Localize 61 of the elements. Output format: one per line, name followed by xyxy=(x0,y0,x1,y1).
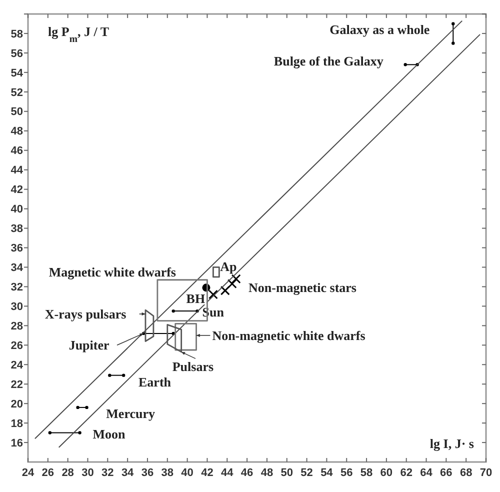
y-tick-label: 30 xyxy=(10,301,23,314)
x-tick-label: 26 xyxy=(42,467,54,479)
x-tick-label: 68 xyxy=(460,467,472,479)
x-tick-label: 60 xyxy=(380,467,393,479)
series-label: Moon xyxy=(92,426,126,442)
x-axis-title: lg I, J· s xyxy=(430,436,474,451)
y-axis-title: lg P$_{m}$, J / T xyxy=(48,24,110,44)
x-tick-label: 24 xyxy=(22,467,35,479)
series-label: Galaxy as a whole xyxy=(330,22,430,38)
x-tick-label: 66 xyxy=(440,467,452,479)
y-tick-label: 48 xyxy=(10,126,23,138)
y-tick-label: 20 xyxy=(10,398,23,410)
x-tick-label: 30 xyxy=(82,467,94,479)
x-tick-label: 42 xyxy=(201,467,214,479)
y-tick-label: 32 xyxy=(10,282,23,294)
x-tick-label: 62 xyxy=(400,467,412,479)
x-tick-label: 56 xyxy=(340,467,353,479)
series-label: Earth xyxy=(138,374,172,390)
y-tick-label: 34 xyxy=(10,262,24,274)
x-tick-label: 46 xyxy=(240,467,254,479)
series-label: Mercury xyxy=(106,406,156,421)
annotation: Ap xyxy=(220,258,237,274)
y-tick-label: 24 xyxy=(10,359,24,372)
y-tick-label: 22 xyxy=(10,378,23,391)
x-tick-label: 28 xyxy=(62,467,74,479)
x-tick-label: 32 xyxy=(102,467,114,479)
x-tick-label: 34 xyxy=(121,467,135,479)
x-tick-label: 40 xyxy=(181,467,194,479)
y-tick-label: 58 xyxy=(10,28,23,40)
x-tick-label: 44 xyxy=(221,467,234,479)
y-tick-label: 28 xyxy=(10,320,23,332)
y-tick-label: 26 xyxy=(10,340,23,352)
series-label: Bulge of the Galaxy xyxy=(274,53,384,68)
x-tick-label: 70 xyxy=(480,467,492,479)
y-tick-label: 42 xyxy=(10,184,23,196)
y-tick-label: 44 xyxy=(10,164,24,177)
x-tick-label: 64 xyxy=(420,467,434,479)
y-tick-label: 56 xyxy=(10,48,23,60)
x-tick-label: 36 xyxy=(141,467,154,479)
series-label: Non-magnetic stars xyxy=(248,280,357,296)
text: Jupiter xyxy=(68,338,110,353)
x-tick-label: 38 xyxy=(161,467,174,479)
annotation: Pulsars xyxy=(172,359,214,374)
x-tick-label: 50 xyxy=(280,467,293,479)
x-tick-label: 58 xyxy=(360,467,373,479)
annotation: X-rays pulsars xyxy=(44,306,126,322)
annotation: Non-magnetic white dwarfs xyxy=(212,328,366,343)
y-tick-label: 50 xyxy=(10,106,23,118)
x-tick-label: 48 xyxy=(260,467,274,479)
series-label: BH xyxy=(186,290,206,306)
y-tick-label: 40 xyxy=(10,204,23,216)
y-tick-label: 36 xyxy=(10,242,23,255)
y-tick-label: 54 xyxy=(10,67,24,80)
y-tick-label: 46 xyxy=(10,145,23,158)
y-tick-label: 52 xyxy=(10,86,23,99)
y-tick-label: 38 xyxy=(10,223,23,236)
y-tick-label: 16 xyxy=(10,437,23,450)
y-tick-label: 18 xyxy=(10,418,23,430)
x-tick-label: 52 xyxy=(300,467,313,479)
annotation: Magnetic white dwarfs xyxy=(48,264,176,280)
x-tick-label: 54 xyxy=(320,467,334,479)
